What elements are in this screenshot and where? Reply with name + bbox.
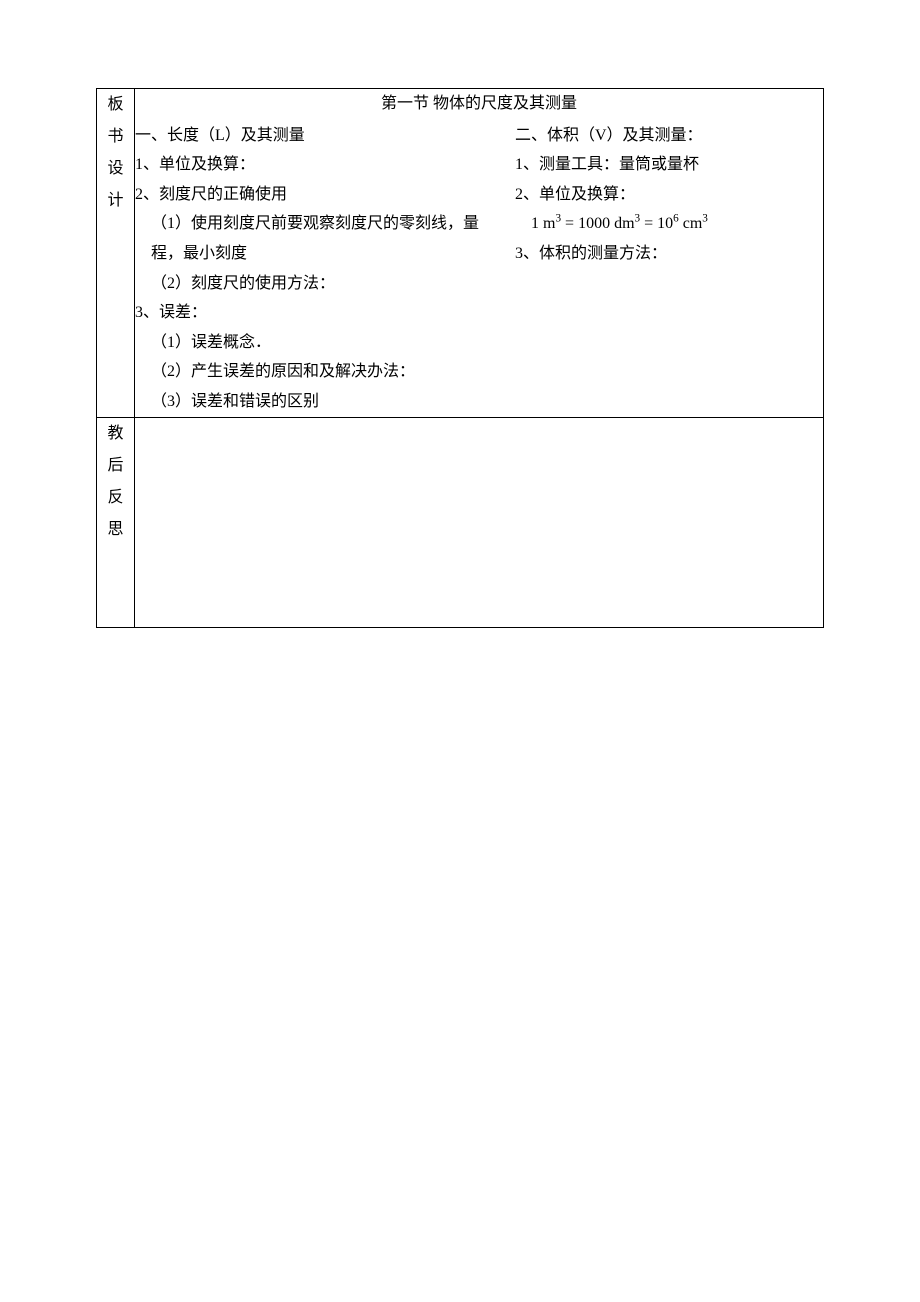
label-char: 教 bbox=[97, 418, 134, 450]
label-char: 书 bbox=[97, 121, 134, 153]
sub-list-item: （1）误差概念． bbox=[135, 328, 505, 358]
formula-text: = 1000 dm bbox=[561, 215, 634, 232]
label-char: 后 bbox=[97, 450, 134, 482]
formula-text: cm bbox=[679, 215, 703, 232]
sub-list-item: （2）产生误差的原因和及解决办法： bbox=[135, 357, 505, 387]
right-column: 二、体积（V）及其测量： 1、测量工具：量筒或量杯 2、单位及换算： 1 m3 … bbox=[515, 121, 823, 417]
label-char: 板 bbox=[97, 89, 134, 121]
left-column: 一、长度（L）及其测量 1、单位及换算： 2、刻度尺的正确使用 （1）使用刻度尺… bbox=[135, 121, 505, 417]
section-heading: 二、体积（V）及其测量： bbox=[515, 121, 823, 151]
list-item: 1、测量工具：量筒或量杯 bbox=[515, 150, 823, 180]
formula-text: = 10 bbox=[640, 215, 673, 232]
list-item: 2、刻度尺的正确使用 bbox=[135, 180, 505, 210]
list-item: 3、误差： bbox=[135, 298, 505, 328]
reflection-content bbox=[135, 417, 824, 627]
lesson-plan-table: 板 书 设 计 第一节 物体的尺度及其测量 一、长度（L）及其测量 1、单位及换… bbox=[96, 88, 824, 628]
board-design-label-cell: 板 书 设 计 bbox=[97, 89, 135, 418]
two-column-layout: 一、长度（L）及其测量 1、单位及换算： 2、刻度尺的正确使用 （1）使用刻度尺… bbox=[135, 121, 823, 417]
sub-list-item: （3）误差和错误的区别 bbox=[135, 387, 505, 417]
formula-text: 1 m bbox=[531, 215, 555, 232]
list-item: 1、单位及换算： bbox=[135, 150, 505, 180]
formula-line: 1 m3 = 1000 dm3 = 106 cm3 bbox=[515, 209, 823, 239]
label-char: 计 bbox=[97, 185, 134, 217]
lesson-title: 第一节 物体的尺度及其测量 bbox=[135, 89, 823, 119]
label-char: 思 bbox=[97, 514, 134, 546]
superscript: 3 bbox=[702, 213, 708, 225]
reflection-label-cell: 教 后 反 思 bbox=[97, 417, 135, 627]
board-design-content: 第一节 物体的尺度及其测量 一、长度（L）及其测量 1、单位及换算： 2、刻度尺… bbox=[135, 89, 824, 418]
list-item: 3、体积的测量方法： bbox=[515, 239, 823, 269]
list-item: 2、单位及换算： bbox=[515, 180, 823, 210]
label-char: 设 bbox=[97, 153, 134, 185]
sub-list-item: （1）使用刻度尺前要观察刻度尺的零刻线，量程，最小刻度 bbox=[135, 209, 505, 268]
page: 板 书 设 计 第一节 物体的尺度及其测量 一、长度（L）及其测量 1、单位及换… bbox=[0, 0, 920, 628]
label-char: 反 bbox=[97, 482, 134, 514]
sub-list-item: （2）刻度尺的使用方法： bbox=[135, 269, 505, 299]
section-heading: 一、长度（L）及其测量 bbox=[135, 121, 505, 151]
